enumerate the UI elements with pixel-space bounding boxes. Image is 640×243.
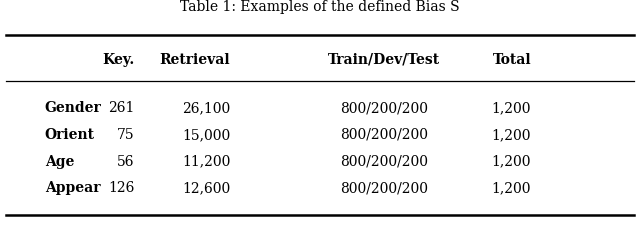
Text: Age: Age xyxy=(45,155,74,169)
Text: 800/200/200: 800/200/200 xyxy=(340,181,428,195)
Text: 1,200: 1,200 xyxy=(492,155,531,169)
Text: 126: 126 xyxy=(108,181,134,195)
Text: 800/200/200: 800/200/200 xyxy=(340,128,428,142)
Text: 26,100: 26,100 xyxy=(182,101,230,115)
Text: Key.: Key. xyxy=(102,52,134,67)
Text: Train/Dev/Test: Train/Dev/Test xyxy=(328,52,440,67)
Text: 11,200: 11,200 xyxy=(182,155,230,169)
Text: 261: 261 xyxy=(108,101,134,115)
Text: 15,000: 15,000 xyxy=(182,128,230,142)
Text: 800/200/200: 800/200/200 xyxy=(340,155,428,169)
Text: Gender: Gender xyxy=(45,101,102,115)
Text: 12,600: 12,600 xyxy=(182,181,230,195)
Text: 800/200/200: 800/200/200 xyxy=(340,101,428,115)
Text: Total: Total xyxy=(493,52,531,67)
Text: Appear: Appear xyxy=(45,181,100,195)
Text: Retrieval: Retrieval xyxy=(160,52,230,67)
Text: 56: 56 xyxy=(117,155,134,169)
Text: 1,200: 1,200 xyxy=(492,128,531,142)
Text: Orient: Orient xyxy=(45,128,95,142)
Text: 1,200: 1,200 xyxy=(492,101,531,115)
Text: 75: 75 xyxy=(116,128,134,142)
Text: Table 1: Examples of the defined Bias S: Table 1: Examples of the defined Bias S xyxy=(180,0,460,14)
Text: 1,200: 1,200 xyxy=(492,181,531,195)
